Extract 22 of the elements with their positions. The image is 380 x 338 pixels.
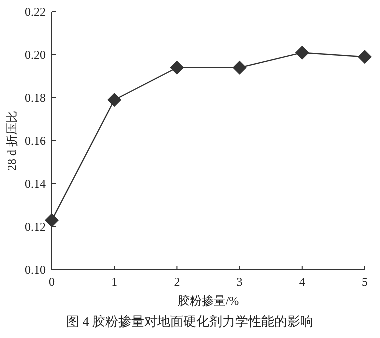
x-tick-label: 1 [112,275,118,289]
x-axis-title: 胶粉掺量/% [178,294,240,308]
x-tick-label: 5 [362,275,368,289]
point [295,46,310,60]
point [358,50,372,64]
x-tick-label: 0 [49,275,55,289]
x-tick-label: 2 [174,275,180,289]
y-tick-label: 0.16 [25,134,46,148]
caption: 图 4 胶粉掺量对地面硬化剂力学性能的影响 [66,314,314,329]
x-tick-label: 4 [299,275,306,289]
y-tick-label: 0.20 [25,48,46,62]
point [170,60,184,75]
y-axis-title: 28 d 折压比 [5,111,19,171]
point [45,214,59,228]
point [232,60,247,75]
x-tick-label: 3 [236,275,243,289]
y-tick-label: 0.18 [25,91,46,105]
y-tick-label: 0.10 [25,263,46,277]
y-tick-label: 0.14 [25,177,46,191]
y-tick-label: 0.22 [25,5,46,19]
point [108,93,122,108]
y-tick-label: 0.12 [25,220,46,234]
